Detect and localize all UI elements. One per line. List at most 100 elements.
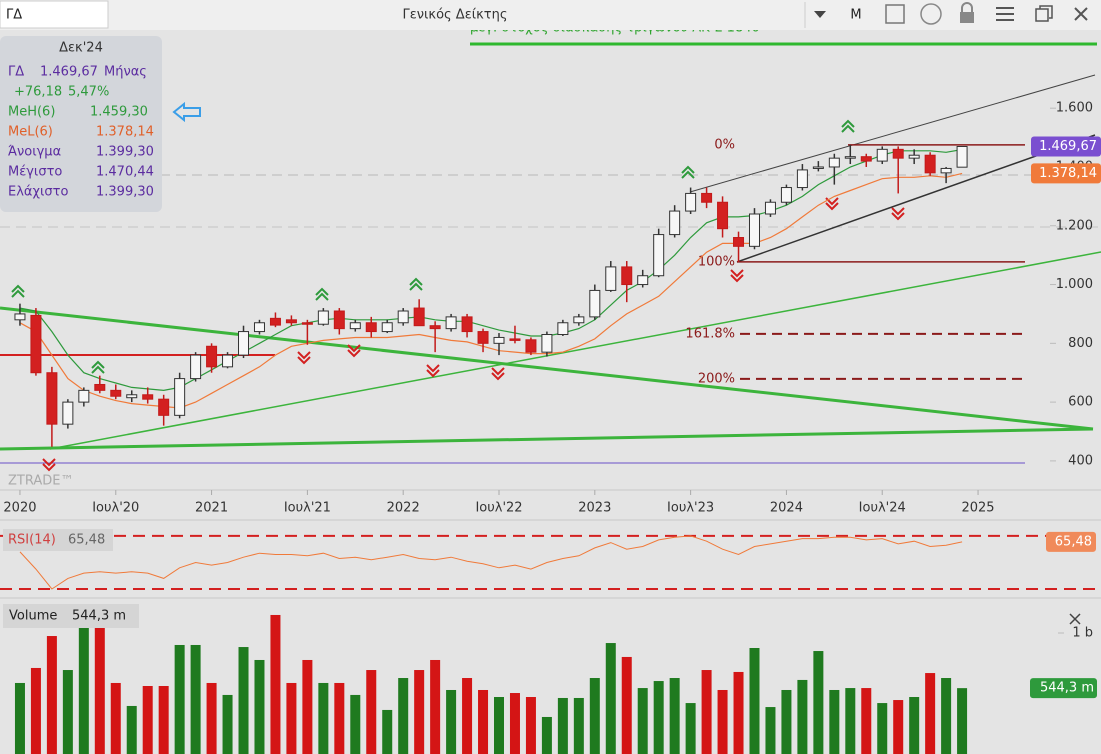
close-button[interactable] — [1074, 7, 1088, 21]
rsi-value: 65,48 — [68, 533, 105, 548]
candle-body — [956, 145, 968, 168]
x-tick-label: Ιουλ'20 — [92, 501, 139, 516]
y-tick-label: 600 — [1068, 395, 1093, 410]
candle-body — [238, 331, 250, 356]
volume-bar — [717, 689, 728, 754]
volume-bar — [893, 700, 904, 754]
menu-button[interactable] — [996, 7, 1014, 21]
info-period: Δεκ'24 — [59, 41, 103, 56]
candle-body — [381, 322, 393, 333]
candle-body — [764, 201, 776, 215]
info-symbol: ΓΔ — [8, 65, 24, 80]
volume-bar — [398, 678, 409, 754]
volume-bar — [254, 659, 265, 754]
volume-bar — [270, 614, 281, 754]
x-tick-label: 2023 — [578, 501, 611, 516]
price-tag-label: 1.469,67 — [1039, 139, 1097, 154]
info-row-label: MeL(6) — [8, 125, 53, 140]
dropdown-button[interactable] — [814, 11, 826, 18]
volume-bar — [318, 682, 329, 754]
price-plot: μεγ. στόχος διάσπασης τριγώνου ΑΚ-Σ 1840… — [0, 21, 1101, 489]
channel-line — [689, 74, 1096, 193]
volume-bar — [781, 689, 792, 754]
volume-bar — [334, 682, 345, 754]
pointer-arrow — [172, 101, 201, 123]
volume-bar — [701, 670, 712, 754]
candle-body — [397, 310, 409, 324]
candle-body — [685, 192, 697, 212]
volume-bar — [238, 647, 249, 754]
window-title: Γενικός Δείκτης — [403, 8, 508, 23]
candle-body — [748, 213, 760, 247]
candle-body — [126, 394, 138, 399]
symbol-input[interactable] — [0, 0, 109, 29]
info-change: +76,18 — [14, 85, 62, 100]
candle-body — [94, 383, 106, 391]
candle-body — [222, 354, 234, 368]
candle-body — [796, 169, 808, 189]
restore-button[interactable] — [1035, 8, 1049, 22]
lock-button[interactable] — [960, 12, 974, 23]
candle-body — [637, 275, 649, 286]
volume-bar — [382, 709, 393, 754]
close-panel[interactable] — [1069, 613, 1081, 625]
volume-bar — [142, 685, 153, 754]
volume-bar — [637, 688, 648, 754]
candle-body — [14, 313, 26, 321]
candle-body — [62, 401, 74, 425]
volume-bar — [669, 678, 680, 754]
fib-label: 100% — [698, 254, 735, 269]
y-tick-label: 400 — [1068, 453, 1093, 468]
candle-body — [573, 316, 585, 324]
candle-body — [46, 372, 58, 425]
volume-bar — [765, 707, 776, 754]
volume-bar — [174, 644, 185, 754]
fractal-markers — [11, 119, 855, 374]
candle-body — [30, 314, 42, 374]
volume-bar — [190, 644, 201, 754]
rsi-tag — [1046, 531, 1096, 552]
candle-body — [413, 307, 425, 327]
candle-body — [509, 338, 521, 341]
x-tick-label: Ιουλ'21 — [284, 501, 331, 516]
trend-line — [0, 306, 1094, 431]
volume-bar — [62, 670, 73, 754]
toolbar-button[interactable] — [885, 4, 905, 24]
volume-bar — [909, 697, 920, 754]
candle-body — [253, 322, 265, 333]
candle-body — [110, 389, 122, 397]
candle-body — [876, 148, 888, 162]
candle-body — [429, 325, 441, 330]
volume-bar — [478, 689, 489, 754]
fib-label: 0% — [714, 137, 735, 152]
y-tick-label: 1.000 — [1056, 277, 1093, 292]
candle-body — [333, 310, 345, 330]
quote-button[interactable] — [920, 3, 942, 25]
rsi-label-box — [3, 529, 113, 551]
candle-body — [142, 394, 154, 400]
info-row-value: 1.459,30 — [90, 105, 148, 120]
fractal-markers — [42, 197, 905, 472]
y-tick-label: 1.200 — [1056, 218, 1093, 233]
volume-bar — [653, 681, 664, 754]
price-tag — [1031, 163, 1101, 184]
candle-body — [477, 331, 489, 344]
volume-bar — [557, 697, 568, 754]
info-last: 1.469,67 — [40, 65, 98, 80]
candle-body — [908, 154, 920, 159]
volume-bar — [126, 705, 137, 754]
volume-bar — [877, 703, 888, 754]
x-tick-label: Ιουλ'24 — [859, 501, 906, 516]
volume-bar — [685, 703, 696, 754]
volume-bar — [605, 643, 616, 754]
volume-bar — [797, 679, 808, 754]
rsi-title: RSI(14) — [8, 533, 56, 548]
period-button[interactable]: M — [850, 8, 861, 23]
candle-body — [812, 166, 824, 169]
candle-body — [669, 210, 681, 236]
price-tag — [1031, 136, 1101, 157]
info-panel — [0, 36, 162, 212]
candle-body — [493, 336, 505, 344]
candle-body — [269, 317, 281, 326]
